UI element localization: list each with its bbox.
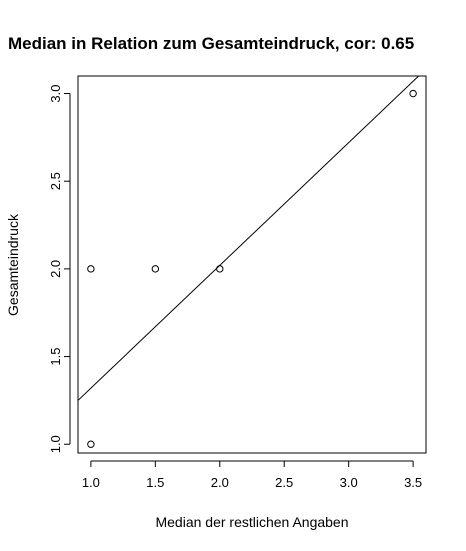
data-point (87, 440, 95, 448)
x-tick-label: 3.0 (340, 475, 358, 490)
x-tick-label: 1.5 (146, 475, 164, 490)
data-point (151, 265, 160, 273)
y-tick-label: 1.0 (48, 435, 63, 453)
x-tick-label: 2.5 (275, 475, 293, 490)
data-point (87, 265, 95, 273)
y-tick-label: 1.5 (48, 348, 63, 366)
x-tick-label: 2.0 (211, 475, 229, 490)
plot-area: 1.0 1.5 2.0 2.5 3.0 3.5 1.0 1.5 2.0 2.5 3.0 (48, 75, 427, 490)
x-axis-label: Median der restlichen Angaben (155, 514, 348, 530)
y-tick-label: 2.5 (48, 172, 63, 190)
regression-line (78, 76, 420, 401)
chart-title: Median in Relation zum Gesamteindruck, c… (8, 34, 414, 53)
x-tick-label: 3.5 (404, 475, 422, 490)
data-point (216, 265, 224, 273)
x-tick-label: 1.0 (82, 475, 100, 490)
plot-frame (77, 75, 427, 454)
y-tick-label: 2.0 (48, 260, 63, 278)
y-axis-label: Gesamteindruck (5, 213, 21, 316)
data-point (409, 89, 417, 98)
y-tick-label: 3.0 (48, 84, 63, 102)
